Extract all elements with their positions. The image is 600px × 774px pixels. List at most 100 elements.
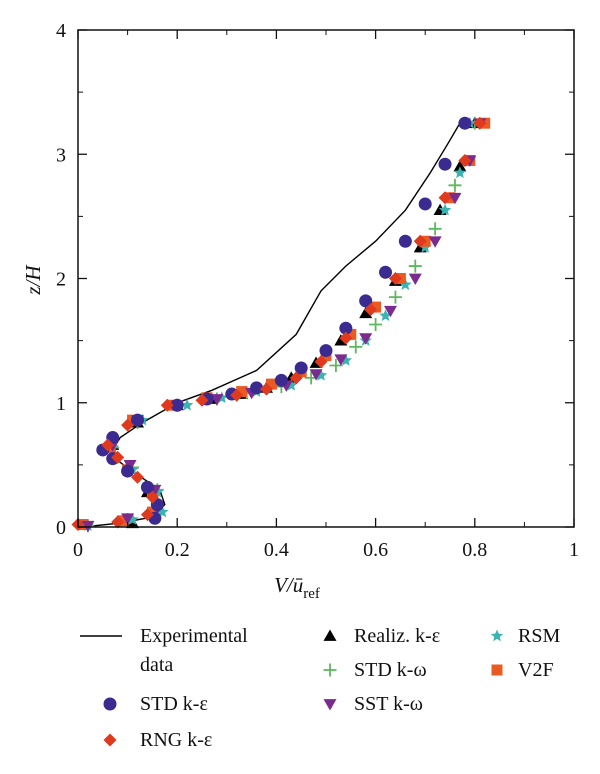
legend-label: SST k-ω xyxy=(354,693,423,715)
data-point xyxy=(111,515,125,529)
data-point xyxy=(314,355,328,369)
legend-item-rng-k: RNG k-ε xyxy=(103,729,212,751)
legend-item-std-k: STD k-ω xyxy=(323,659,427,681)
series-realiz-k xyxy=(106,116,482,529)
data-point xyxy=(399,278,412,290)
x-tick-label: 0.2 xyxy=(165,539,190,561)
y-tick-label: 1 xyxy=(56,393,66,415)
series-rsm xyxy=(81,116,477,532)
legend-swatch xyxy=(103,733,117,747)
legend-item-experimental-data: Experimental data xyxy=(80,625,248,676)
data-point xyxy=(339,331,353,345)
y-tick-label: 4 xyxy=(56,20,66,42)
data-point xyxy=(473,116,487,130)
axis-ticks: 0 0.2 0.4 0.6 0.8 1 0 1 2 3 4 xyxy=(56,20,579,561)
legend-label: STD k-ω xyxy=(354,659,427,681)
data-point xyxy=(345,328,357,340)
legend-swatch xyxy=(323,699,337,711)
x-axis-label: V/ūref xyxy=(274,573,320,602)
data-point xyxy=(388,290,402,304)
data-point xyxy=(274,373,288,387)
data-point xyxy=(131,413,145,427)
legend-item-rsm: RSM xyxy=(490,625,560,647)
legend-label: RSM xyxy=(518,625,560,647)
data-point xyxy=(379,309,392,322)
legend-label: STD k-ε xyxy=(140,693,208,715)
data-point xyxy=(126,513,139,525)
data-point xyxy=(408,259,422,273)
data-point xyxy=(453,166,467,179)
plot-frame xyxy=(77,29,575,528)
legend-label: RNG k-ε xyxy=(140,729,212,751)
data-point xyxy=(160,398,174,412)
data-point xyxy=(438,203,452,216)
data-point xyxy=(334,354,348,366)
data-point xyxy=(458,153,472,167)
legend-item-sst-k: SST k-ω xyxy=(323,693,423,715)
legend: Experimental data Realiz. k-ε RSM STD k-ω V2F… xyxy=(80,625,560,751)
data-point xyxy=(146,506,158,518)
x-axis-label-subscript: ref xyxy=(303,586,320,602)
legend-swatch xyxy=(103,697,117,711)
data-point xyxy=(428,222,442,236)
data-point xyxy=(145,490,159,504)
data-point xyxy=(453,160,467,172)
x-tick-label: 1 xyxy=(569,539,579,561)
data-point xyxy=(121,418,135,432)
legend-swatch xyxy=(491,664,503,676)
legend-label: Realiz. k-ε xyxy=(354,625,440,647)
data-point xyxy=(369,317,383,331)
data-point xyxy=(370,301,382,313)
legend-item-std-k: STD k-ε xyxy=(103,693,208,715)
data-point xyxy=(236,386,248,398)
data-point xyxy=(383,305,397,318)
data-point xyxy=(259,382,273,396)
y-tick-label: 0 xyxy=(56,517,66,539)
data-point xyxy=(359,333,373,345)
data-point xyxy=(413,234,427,248)
data-point xyxy=(309,369,323,381)
data-point xyxy=(314,368,328,381)
data-point xyxy=(170,398,184,412)
plot-markers xyxy=(71,116,491,533)
data-point xyxy=(195,393,209,407)
data-point xyxy=(210,394,224,406)
series-experimental-data xyxy=(82,122,461,528)
data-point xyxy=(101,438,115,452)
x-tick-label: 0.4 xyxy=(264,539,289,561)
data-point xyxy=(121,464,135,478)
data-point xyxy=(438,157,452,171)
data-point xyxy=(428,236,442,248)
data-point xyxy=(379,265,393,279)
series-rng-k xyxy=(71,116,487,532)
data-point xyxy=(131,470,145,484)
data-point xyxy=(419,240,432,253)
data-point xyxy=(349,340,363,354)
legend-swatch xyxy=(490,629,504,642)
data-point xyxy=(140,480,154,494)
series-std-k xyxy=(81,116,482,533)
data-point xyxy=(140,508,154,522)
data-point xyxy=(388,272,402,285)
data-point xyxy=(408,273,422,285)
legend-item-v2f: V2F xyxy=(491,659,554,681)
data-point xyxy=(339,354,353,366)
data-point xyxy=(339,321,353,335)
data-point xyxy=(448,178,462,192)
data-point xyxy=(289,371,303,385)
legend-item-realiz-k: Realiz. k-ε xyxy=(323,625,440,647)
series-v2f xyxy=(77,117,491,531)
data-point xyxy=(265,378,277,390)
legend-swatch xyxy=(323,663,337,677)
data-point xyxy=(319,344,333,358)
data-point xyxy=(121,513,135,525)
x-tick-label: 0.6 xyxy=(363,539,388,561)
data-point xyxy=(458,116,472,130)
data-point xyxy=(180,398,194,411)
y-tick-label: 3 xyxy=(56,144,66,166)
legend-label: V2F xyxy=(518,659,554,681)
experimental-line xyxy=(82,122,461,528)
x-tick-label: 0 xyxy=(73,539,83,561)
data-point xyxy=(359,294,373,308)
